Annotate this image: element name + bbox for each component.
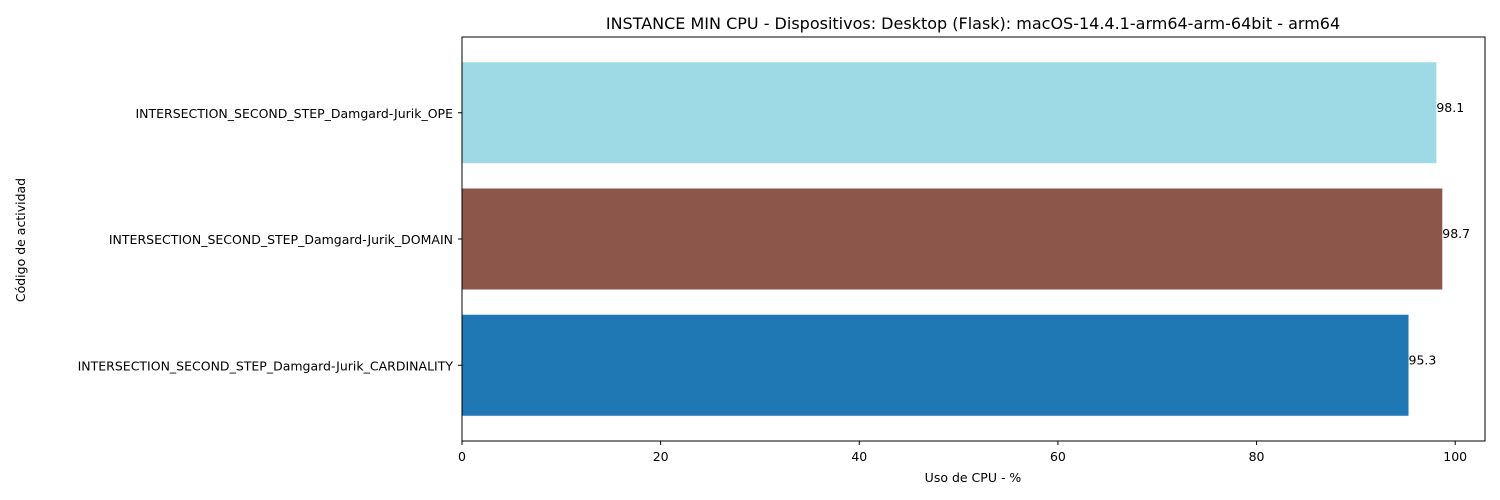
x-tick-label: 20: [653, 449, 669, 464]
data-label: 98.1: [1436, 100, 1464, 115]
y-tick-labels: INTERSECTION_SECOND_STEP_Damgard-Jurik_C…: [78, 106, 462, 373]
x-tick-label: 100: [1443, 449, 1467, 464]
x-ticks: 0 20 40 60 80 100: [458, 441, 1467, 464]
y-tick-label: INTERSECTION_SECOND_STEP_Damgard-Jurik_C…: [78, 358, 454, 373]
y-axis-label: Código de actividad: [13, 178, 28, 302]
x-tick-label: 80: [1249, 449, 1265, 464]
x-tick-label: 0: [458, 449, 466, 464]
x-tick-label: 40: [851, 449, 867, 464]
plot-area-frame: [461, 36, 1486, 442]
bar-2: [462, 62, 1437, 164]
y-tick-label: INTERSECTION_SECOND_STEP_Damgard-Jurik_D…: [109, 232, 453, 247]
data-label: 98.7: [1442, 226, 1470, 241]
x-axis-label: Uso de CPU - %: [925, 470, 1022, 485]
data-label: 95.3: [1409, 352, 1437, 367]
x-tick-label: 60: [1050, 449, 1066, 464]
bar-0: [462, 314, 1409, 416]
y-tick-label: INTERSECTION_SECOND_STEP_Damgard-Jurik_O…: [135, 106, 453, 121]
data-labels: 95.3 98.7 98.1: [1409, 100, 1471, 368]
bar-1: [462, 188, 1443, 290]
chart-title: INSTANCE MIN CPU - Dispositivos: Desktop…: [606, 14, 1340, 33]
bars-group: [462, 62, 1443, 416]
